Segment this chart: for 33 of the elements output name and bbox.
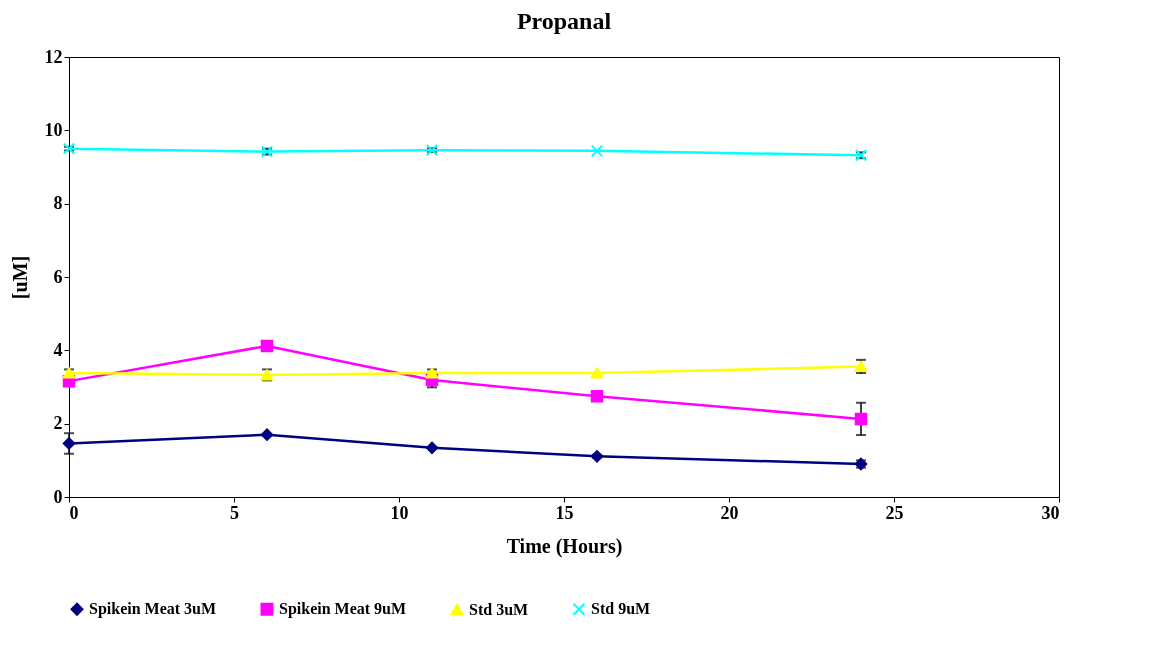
point — [590, 144, 604, 158]
legend-label: Std 3uM — [469, 600, 529, 618]
point — [590, 389, 604, 403]
x-tick-label: 10 — [390, 502, 409, 523]
point — [425, 441, 439, 455]
x-tick-label: 25 — [885, 502, 904, 523]
point — [590, 367, 604, 379]
x-tick-label: 20 — [720, 502, 739, 523]
point — [260, 428, 274, 441]
point — [62, 142, 76, 155]
x-tick-label: 30 — [1041, 502, 1060, 523]
legend-label: Std 9uM — [591, 600, 651, 618]
y-tick-label: 6 — [53, 266, 63, 287]
legend-label: Spikein Meat 3uM — [89, 600, 217, 619]
y-tick-label: 0 — [53, 486, 63, 507]
y-tick-label: 10 — [44, 119, 63, 140]
point — [425, 367, 439, 379]
x-tick-label: 0 — [69, 502, 79, 523]
x-tick-label: 15 — [555, 502, 574, 523]
point — [62, 437, 76, 450]
y-tick-label: 8 — [53, 193, 63, 214]
point — [62, 367, 76, 379]
chart-title: Propanal — [516, 8, 612, 34]
point — [260, 339, 274, 353]
legend-label: Spikein Meat 9uM — [279, 600, 407, 619]
y-tick-label: 4 — [53, 339, 63, 360]
y-tick-label: 12 — [44, 46, 63, 67]
x-tick-label: 5 — [230, 502, 239, 523]
point — [425, 143, 439, 157]
y-tick-label: 2 — [53, 413, 63, 434]
point — [854, 412, 868, 426]
y-axis-title: [uM] — [8, 255, 31, 300]
x-axis-title: Time (Hours) — [506, 534, 623, 558]
